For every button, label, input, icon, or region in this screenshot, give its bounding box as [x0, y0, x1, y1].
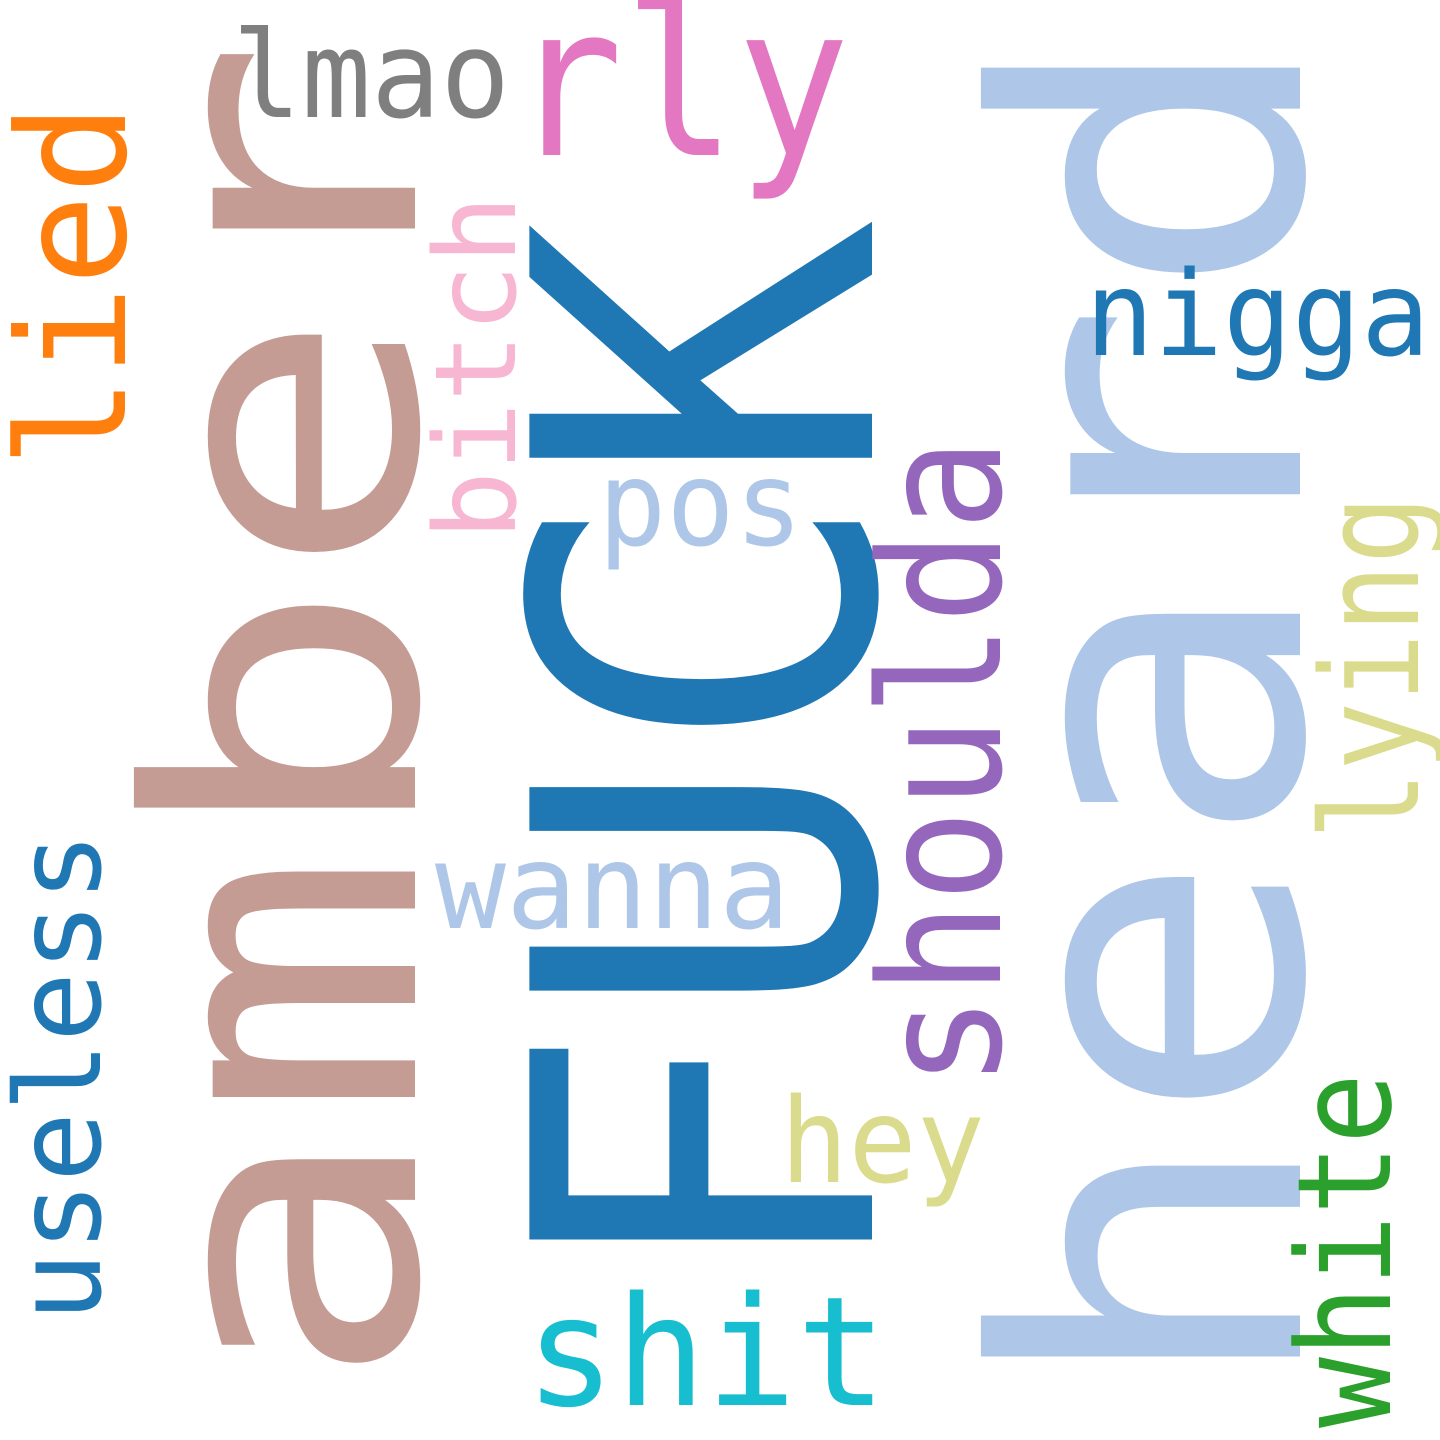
word-shit: shit — [525, 1264, 887, 1440]
word-wanna: wanna — [435, 818, 790, 956]
word-lied: lied — [0, 103, 161, 468]
word-white: white — [1269, 1073, 1421, 1428]
word-fuck: FUCK — [436, 217, 983, 1290]
word-hey: hey — [780, 1072, 985, 1210]
word-bitch: bitch — [412, 195, 542, 540]
word-amber: amber — [73, 37, 503, 1392]
word-shoulda: shoulda — [844, 438, 1040, 1088]
word-pos: pos — [598, 435, 803, 573]
word-lmao: lmao — [232, 7, 510, 146]
word-lying: lying — [1293, 495, 1440, 840]
word-nigga: nigga — [1085, 245, 1430, 383]
word-heard: heard — [911, 25, 1400, 1400]
word-useless: useless — [0, 832, 128, 1322]
word-rly: rly — [510, 0, 850, 205]
